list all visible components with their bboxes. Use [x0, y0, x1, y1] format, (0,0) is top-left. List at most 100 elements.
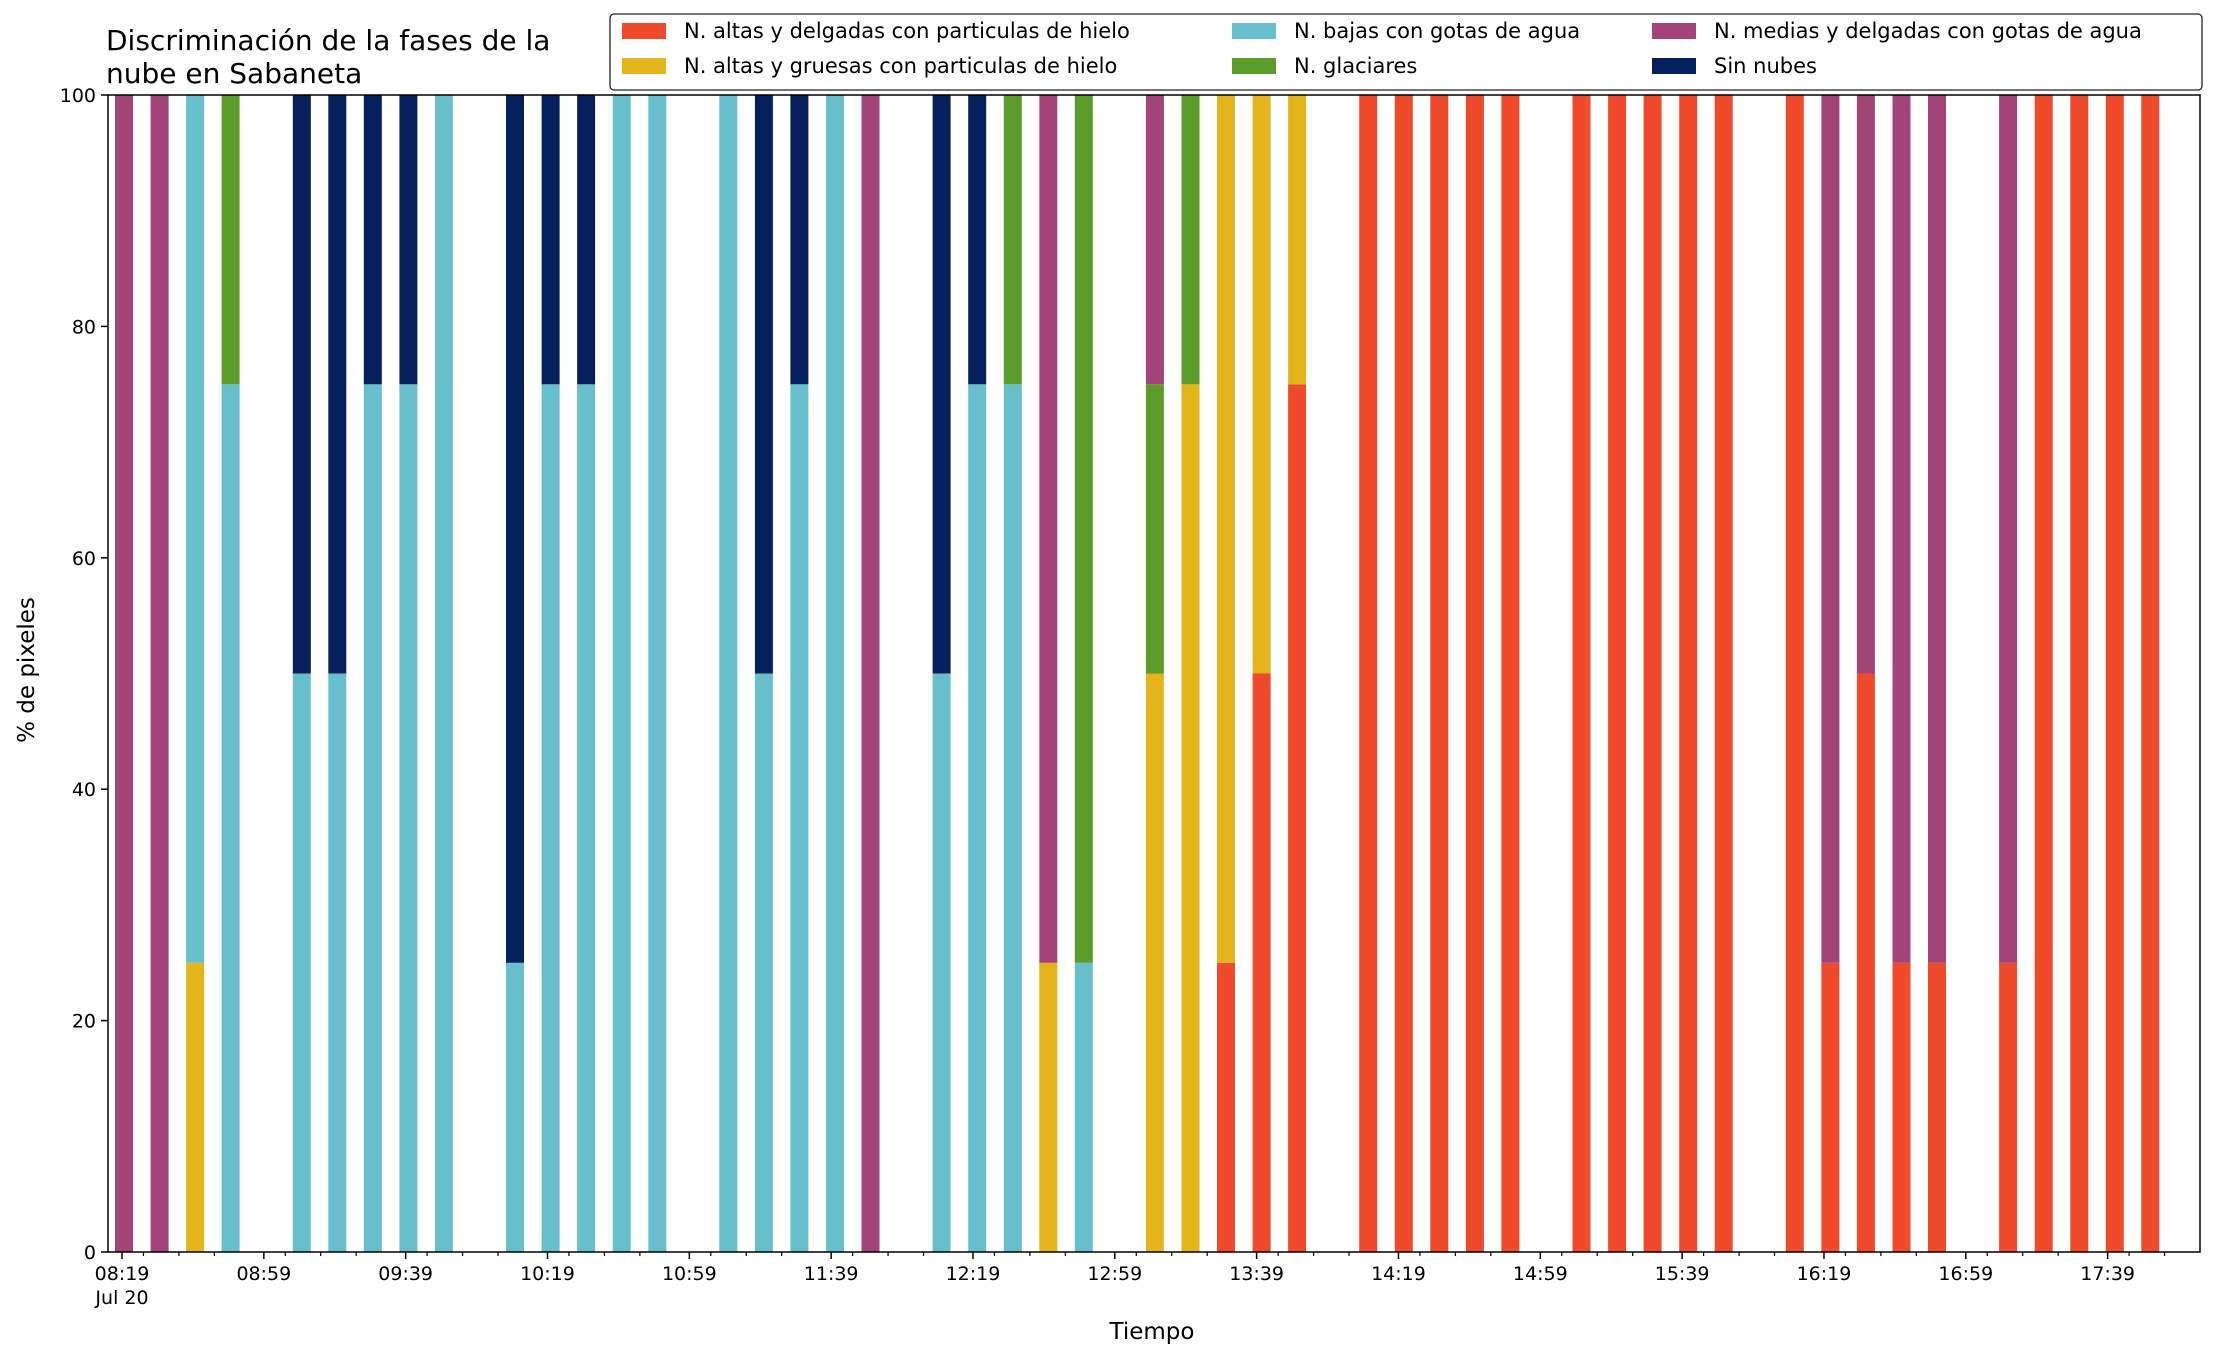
legend: N. altas y delgadas con particulas de hi… [609, 13, 2203, 91]
legend-swatch [1652, 23, 1696, 39]
bar-stack [1217, 95, 1235, 1253]
bar-segment [221, 95, 240, 385]
bar-stack [1181, 95, 1200, 1253]
bar-segment [1252, 95, 1271, 674]
bar-stack [968, 95, 987, 1253]
legend-swatch [622, 58, 666, 74]
legend-item: N. altas y delgadas con particulas de hi… [622, 19, 1130, 43]
x-tick-label: 10:59 [662, 1263, 717, 1285]
bar-segment [1074, 95, 1093, 963]
bar-segment [150, 95, 169, 1252]
bar-stack [1821, 95, 1840, 1253]
bar-stack [612, 95, 631, 1252]
bar-segment [221, 384, 240, 1253]
bar-stack [2141, 95, 2160, 1252]
legend-label: N. medias y delgadas con gotas de agua [1714, 19, 2142, 43]
bar-segment [1145, 95, 1164, 385]
bar-segment [2141, 95, 2160, 1252]
bar-stack [1039, 95, 1058, 1253]
x-tick-label: 16:19 [1797, 1263, 1852, 1285]
bar-segment [1892, 962, 1911, 1253]
bar-segment [1999, 95, 2018, 963]
x-tick-label: 08:19 [95, 1263, 150, 1285]
bar-stack [1679, 95, 1698, 1252]
legend-item: Sin nubes [1652, 54, 1817, 78]
bar-stack [1465, 95, 1484, 1252]
bar-segment [1252, 673, 1271, 1252]
legend-label: N. altas y delgadas con particulas de hi… [684, 19, 1130, 43]
bar-segment [541, 95, 560, 385]
bar-stack [1074, 95, 1093, 1253]
bar-stack [328, 95, 347, 1252]
bar-segment [826, 95, 844, 1252]
bar-stack [861, 95, 880, 1252]
x-tick-label: 14:19 [1371, 1263, 1426, 1285]
bar-stack [1394, 95, 1413, 1252]
bar-stack [2105, 95, 2124, 1252]
bar-segment [790, 95, 809, 385]
bar-segment [1181, 384, 1200, 1253]
bar-stack [1928, 95, 1946, 1253]
bar-segment [363, 95, 382, 385]
bar-stack [1003, 95, 1022, 1253]
bar-segment [648, 95, 667, 1252]
bar-segment [1501, 95, 1520, 1252]
bar-segment [754, 95, 773, 674]
bar-stack [541, 95, 560, 1253]
bar-segment [1217, 95, 1235, 963]
legend-item: N. glaciares [1232, 54, 1417, 78]
bar-segment [1928, 962, 1946, 1253]
bar-segment [1608, 95, 1627, 1252]
bar-segment [506, 95, 524, 963]
bar-stack [150, 95, 169, 1252]
bar-stack [577, 95, 596, 1253]
bar-segment [1003, 95, 1022, 385]
y-tick-label: 100 [60, 85, 96, 107]
x-tick-label: 08:59 [236, 1263, 291, 1285]
legend-item: N. medias y delgadas con gotas de agua [1652, 19, 2142, 43]
x-tick-label: 12:19 [946, 1263, 1001, 1285]
bar-segment [1217, 962, 1235, 1253]
legend-swatch [1232, 23, 1276, 39]
bar-stack [506, 95, 524, 1253]
bar-stack [1856, 95, 1875, 1252]
bar-segment [1430, 95, 1449, 1252]
y-tick-label: 40 [72, 779, 96, 801]
bar-segment [754, 673, 773, 1252]
legend-swatch [1232, 58, 1276, 74]
bars-layer [115, 95, 2160, 1253]
bar-segment [115, 95, 133, 1252]
bar-stack [1359, 95, 1378, 1252]
bar-stack [434, 95, 453, 1252]
bar-segment [1892, 95, 1911, 963]
bar-stack [826, 95, 844, 1252]
bar-stack [1288, 95, 1307, 1253]
bar-stack [221, 95, 240, 1253]
y-tick-label: 20 [72, 1011, 96, 1033]
x-tick-label: 16:59 [1938, 1263, 1993, 1285]
bar-stack [292, 95, 311, 1252]
bar-stack [1785, 95, 1804, 1252]
bar-stack [399, 95, 418, 1253]
bar-segment [577, 384, 596, 1253]
legend-label: N. altas y gruesas con particulas de hie… [684, 54, 1117, 78]
bar-segment [541, 384, 560, 1253]
legend-label: Sin nubes [1714, 54, 1817, 78]
x-tick-label: 10:19 [520, 1263, 575, 1285]
bar-stack [754, 95, 773, 1252]
bar-segment [1288, 384, 1307, 1253]
bar-stack [648, 95, 667, 1252]
bar-stack [1430, 95, 1449, 1252]
bar-segment [2070, 95, 2089, 1252]
bar-stack [115, 95, 133, 1252]
x-tick-label: 15:39 [1655, 1263, 1710, 1285]
legend-item: N. bajas con gotas de agua [1232, 19, 1580, 43]
bar-segment [292, 95, 311, 674]
legend-item: N. altas y gruesas con particulas de hie… [622, 54, 1117, 78]
bar-segment [1039, 962, 1058, 1253]
bar-segment [932, 95, 951, 674]
bar-segment [1572, 95, 1591, 1252]
legend-label: N. glaciares [1294, 54, 1417, 78]
